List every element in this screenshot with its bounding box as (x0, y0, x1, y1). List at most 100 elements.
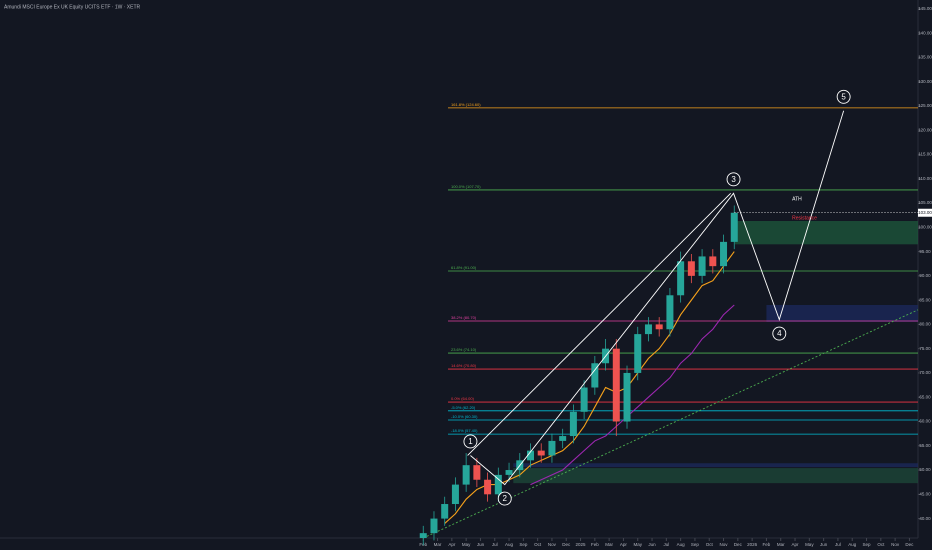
x-tick-label: Dec (562, 542, 571, 547)
candle-body (473, 465, 481, 480)
y-tick-label: 90.00 (919, 273, 931, 278)
x-tick-label: Feb (591, 542, 599, 547)
trendline (467, 193, 731, 456)
annotation: ATH (792, 196, 802, 202)
fib-level-label: 100.0% (107.70) (451, 184, 481, 189)
zone (734, 220, 918, 245)
candle-body (580, 387, 588, 412)
x-tick-label: Aug (848, 542, 857, 547)
candle-body (494, 474, 502, 495)
zone (513, 463, 918, 468)
x-tick-label: 2026 (747, 542, 758, 547)
fib-level-label: -10.0% (60.30) (451, 414, 478, 419)
wave-label: 4 (777, 329, 782, 338)
chart-title: Amundi MSCI Europe Ex UK Equity UCITS ET… (4, 4, 141, 10)
x-tick-label: Jun (820, 542, 828, 547)
y-tick-label: 105.00 (918, 200, 932, 205)
x-tick-label: Mar (434, 542, 442, 547)
x-tick-label: Dec (905, 542, 914, 547)
y-tick-label: 135.00 (918, 55, 932, 60)
last-price-label: 103.00 (918, 210, 932, 215)
x-tick-label: Jun (648, 542, 656, 547)
x-tick-label: 2025 (576, 542, 587, 547)
candle-body (591, 363, 599, 388)
candle-body (441, 504, 449, 519)
x-tick-label: May (633, 542, 642, 547)
zone (513, 468, 918, 484)
y-tick-label: 120.00 (918, 127, 932, 132)
moving-average (530, 304, 735, 486)
candle-body (569, 411, 577, 437)
candle-body (623, 372, 631, 422)
y-tick-label: 100.00 (918, 224, 932, 229)
last-price-tag (918, 208, 932, 217)
x-tick-label: Apr (620, 542, 628, 547)
candle-body (526, 450, 534, 461)
candle-body (730, 212, 738, 242)
y-tick-label: 55.00 (919, 443, 931, 448)
y-tick-label: 140.00 (918, 30, 932, 35)
x-tick-label: May (805, 542, 814, 547)
candle-body (666, 295, 674, 330)
candle-body (709, 256, 717, 267)
fib-level-label: 23.6% (74.10) (451, 347, 477, 352)
x-tick-label: Nov (891, 542, 900, 547)
candle-body (687, 261, 695, 276)
candle-body (698, 256, 706, 276)
wave-label: 1 (468, 437, 473, 446)
candle-body (430, 518, 438, 534)
candle-body (720, 241, 728, 267)
x-tick-label: Jun (477, 542, 485, 547)
fib-level-label: 161.8% (124.60) (451, 102, 481, 107)
x-tick-label: Oct (877, 542, 885, 547)
candle-body (462, 465, 470, 485)
x-tick-label: Nov (548, 542, 557, 547)
y-tick-label: 65.00 (919, 394, 931, 399)
candle-body (484, 479, 492, 495)
fib-level-label: 61.8% (91.00) (451, 265, 477, 270)
wave-label: 5 (841, 92, 846, 101)
x-tick-label: Oct (534, 542, 542, 547)
x-tick-label: Mar (777, 542, 785, 547)
y-tick-label: 40.00 (919, 516, 931, 521)
y-tick-label: 115.00 (918, 152, 932, 157)
wave-marker (726, 172, 741, 187)
y-tick-label: 45.00 (919, 491, 931, 496)
fib-level-label: -18.0% (57.40) (451, 428, 478, 433)
x-tick-label: Apr (792, 542, 800, 547)
candle-body (451, 484, 459, 505)
y-tick-label: 125.00 (918, 103, 932, 108)
wave-marker (463, 434, 478, 449)
x-tick-label: Jul (492, 542, 498, 547)
candle-body (612, 348, 620, 422)
candle-body (677, 261, 685, 296)
x-tick-label: Aug (677, 542, 686, 547)
x-tick-label: Mar (605, 542, 613, 547)
wave-marker (836, 89, 851, 104)
x-tick-label: Jul (663, 542, 669, 547)
fib-level-label: 38.2% (80.70) (451, 315, 477, 320)
x-tick-label: Apr (448, 542, 456, 547)
x-tick-label: Sep (691, 542, 700, 547)
y-tick-label: 70.00 (919, 370, 931, 375)
y-tick-label: 95.00 (919, 249, 931, 254)
candle-body (537, 450, 545, 456)
x-tick-label: Jul (835, 542, 841, 547)
fib-level-label: 0.0% (64.00) (451, 396, 475, 401)
candle-body (655, 324, 663, 330)
y-tick-label: 80.00 (919, 322, 931, 327)
candle-body (644, 324, 652, 335)
wave-marker (497, 491, 512, 506)
x-tick-label: Nov (720, 542, 729, 547)
fib-level-label: -5.0% (62.20) (451, 405, 476, 410)
wave-marker (772, 326, 787, 341)
wave-label: 2 (503, 494, 508, 503)
candle-body (559, 436, 567, 441)
x-tick-label: Aug (505, 542, 514, 547)
wave-label: 3 (731, 175, 736, 184)
x-tick-label: May (462, 542, 471, 547)
y-tick-label: 50.00 (919, 467, 931, 472)
y-tick-label: 60.00 (919, 419, 931, 424)
x-tick-label: Sep (519, 542, 528, 547)
x-tick-label: Sep (863, 542, 872, 547)
